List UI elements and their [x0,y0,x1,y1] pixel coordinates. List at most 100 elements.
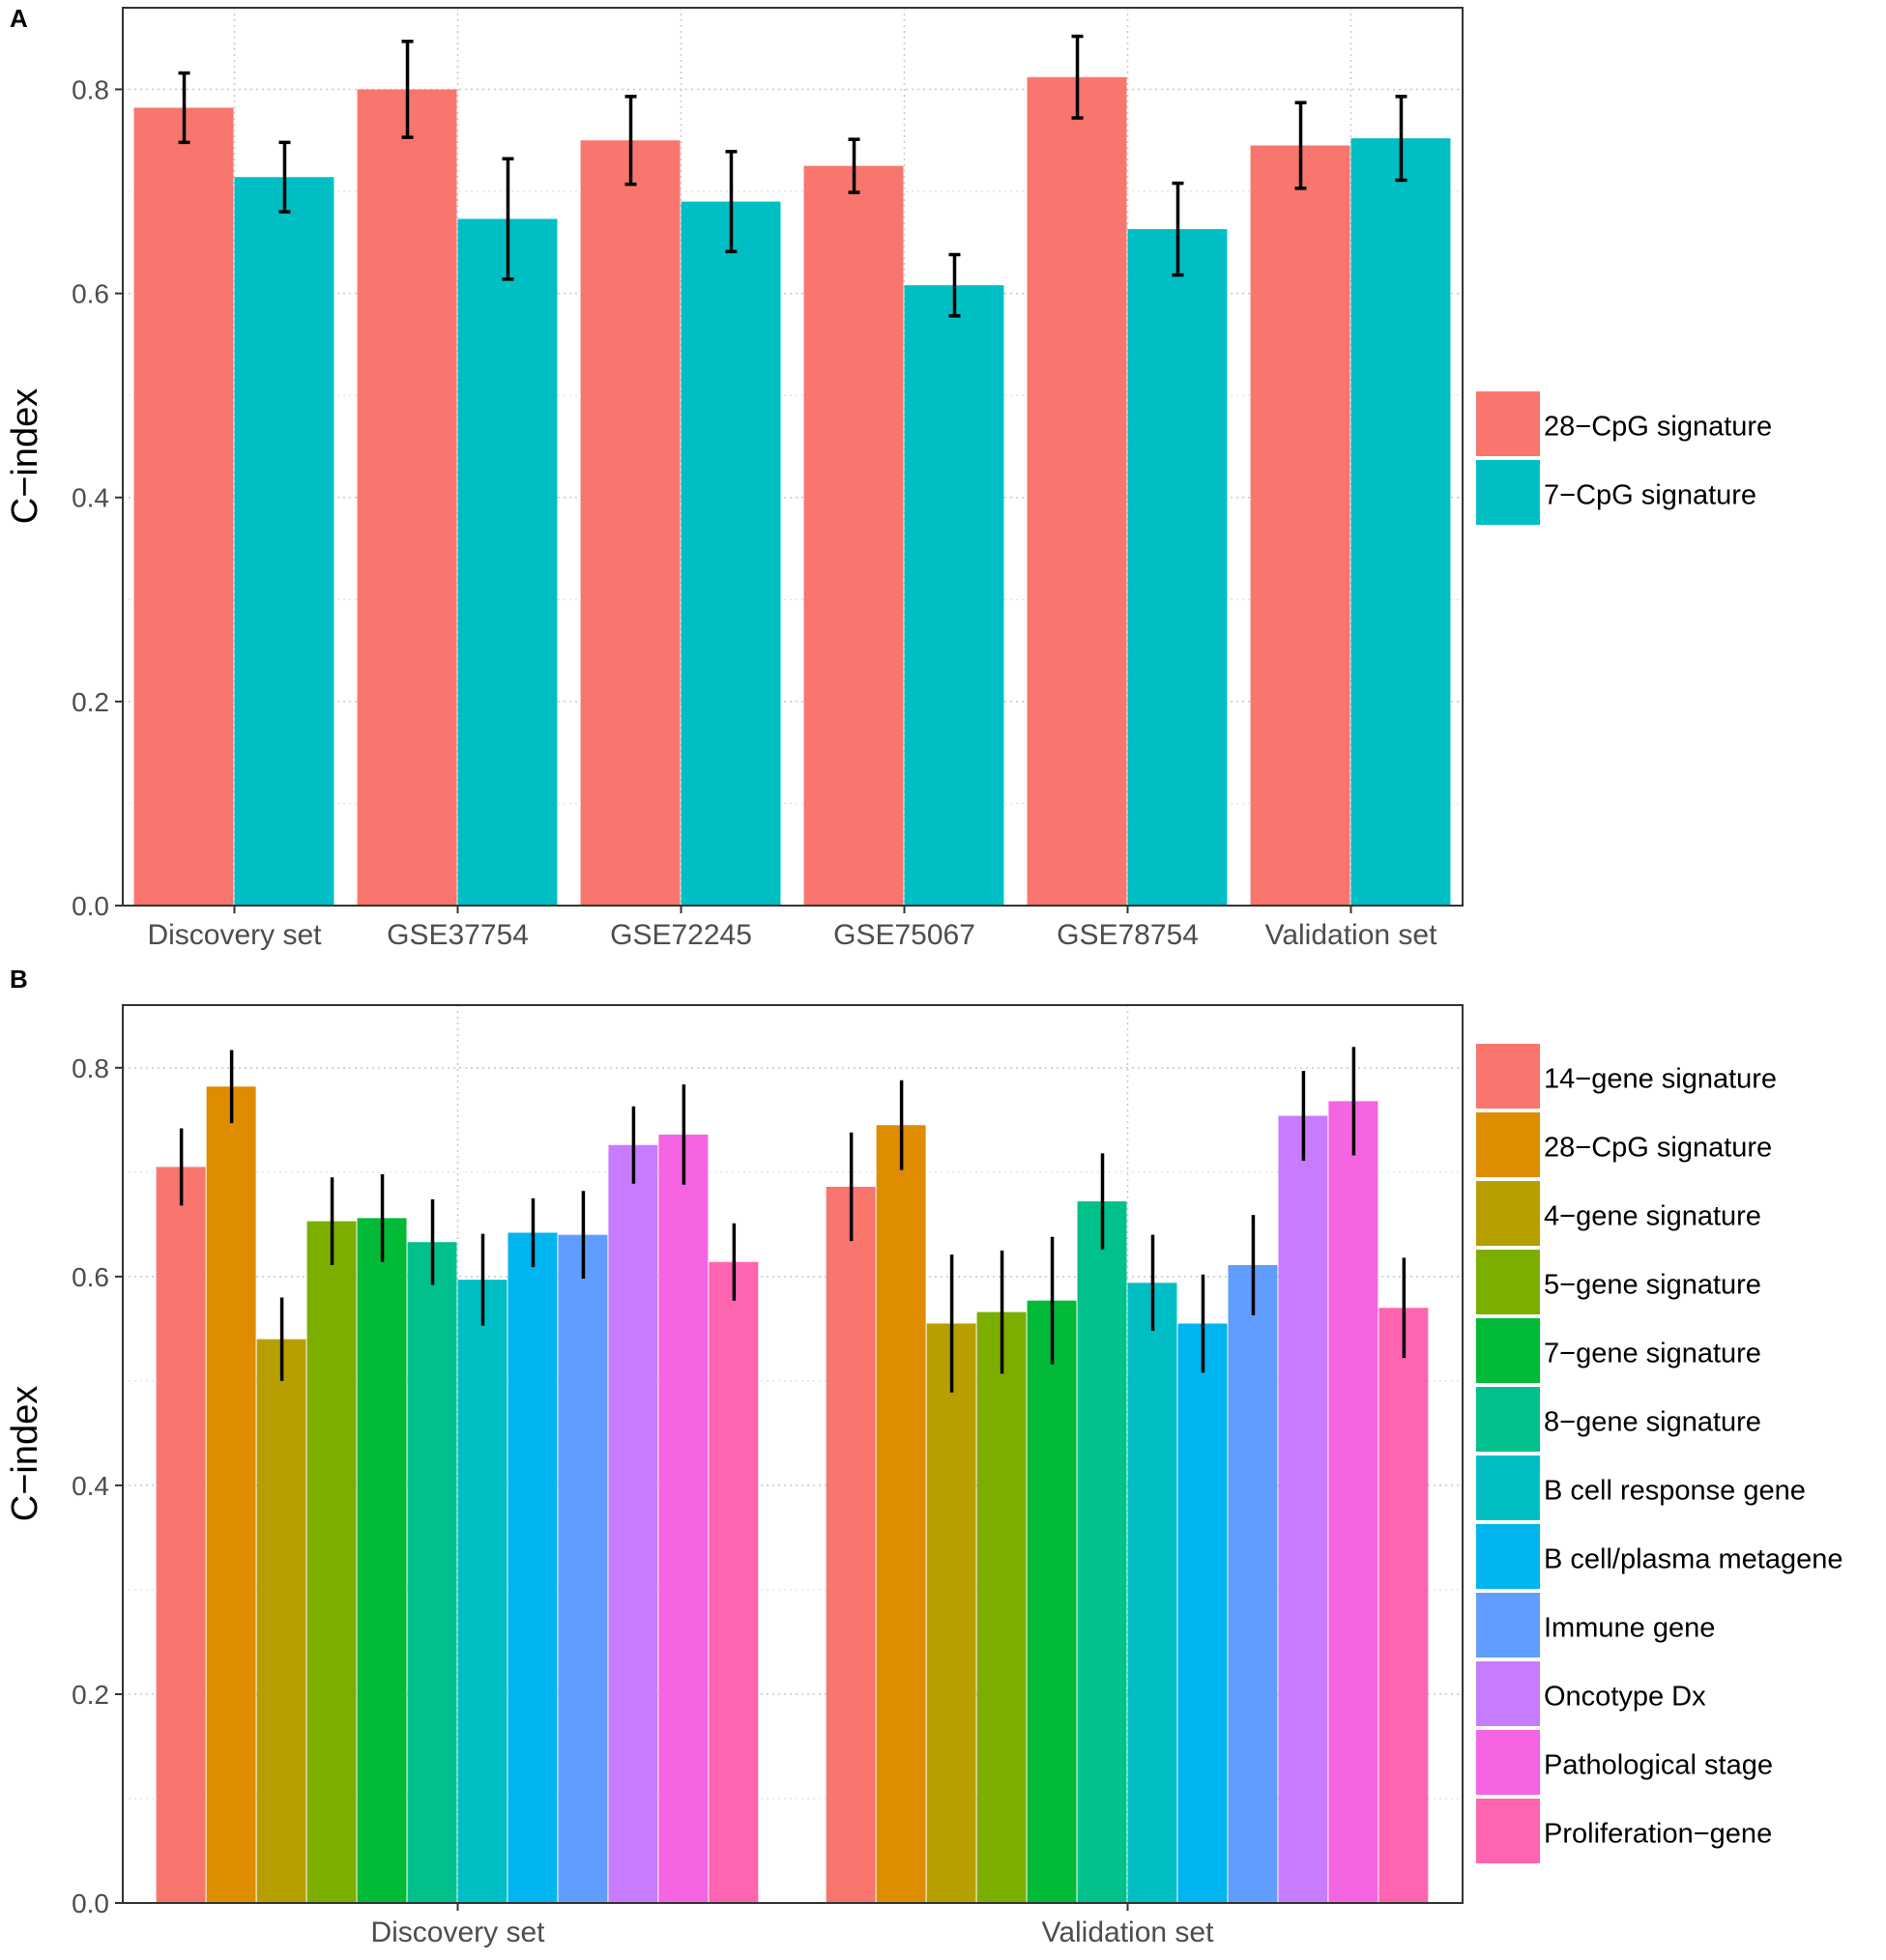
bar-proliferation-gene-discovery-set [709,1261,759,1903]
a-x-tick-label-gse78754: GSE78754 [1057,919,1199,951]
legend-label-8-gene-signature: 8−gene signature [1544,1407,1761,1438]
b-x-tick-label-validation-set: Validation set [1042,1917,1215,1948]
panel-b-legend: 14−gene signature 28−CpG signature 4−gene … [1476,1044,1843,1863]
bar-4-gene-signature-validation-set [926,1323,976,1903]
bar-14-gene-signature-validation-set [826,1186,876,1903]
bar-8-gene-signature-discovery-set [407,1242,457,1903]
error-bar-28-cpg-signature-validation-set [1294,101,1307,190]
legend-key-7-cpg-signature [1476,460,1540,525]
panel-b-bars [156,1086,1429,1903]
b-y-tick-label: 0.0 [72,1888,109,1918]
bar-7-cpg-signature-gse37754 [457,218,558,907]
bar-28-cpg-signature-discovery-set [206,1086,256,1903]
panel-b-y-axis: 0.0 0.2 0.4 0.6 0.8 [72,1053,123,1918]
bar-7-cpg-signature-gse72245 [681,201,781,907]
a-x-tick-label-validation-set: Validation set [1265,919,1438,951]
bar-28-cpg-signature-validation-set [876,1125,926,1903]
legend-label-pathological-stage: Pathological stage [1544,1750,1773,1781]
legend-key-immune-gene [1476,1593,1540,1657]
panel-a-plot-background [123,8,1463,906]
panel-a: A 0.0 0.2 0.4 0.6 0.8 Discovery set GSE37754 G… [5,4,1772,951]
bar-5-gene-signature-discovery-set [306,1221,357,1903]
bar-4-gene-signature-discovery-set [256,1339,306,1903]
bar-28-cpg-signature-discovery-set [133,107,234,907]
bar-b-cell-plasma-metagene-discovery-set [508,1232,558,1903]
a-y-tick-label: 0.0 [72,891,109,921]
panel-b-label: B [10,965,28,994]
a-y-tick-label: 0.4 [72,483,109,513]
error-bar-7-cpg-signature-gse75067 [948,252,961,318]
panel-a-bars [133,76,1451,907]
legend-key-oncotype-dx [1476,1661,1540,1726]
bar-pathological-stage-validation-set [1328,1101,1378,1903]
legend-key-14-gene-signature [1476,1044,1540,1109]
legend-label-5-gene-signature: 5−gene signature [1544,1270,1761,1301]
error-bar-7-cpg-signature-discovery-set [278,140,291,214]
bar-b-cell-response-gene-discovery-set [457,1280,508,1903]
bar-pathological-stage-discovery-set [658,1134,709,1903]
error-bar-7-cpg-signature-validation-set [1395,95,1407,183]
bar-28-cpg-signature-gse37754 [357,89,457,907]
legend-label-28-cpg-signature: 28−CpG signature [1544,1133,1772,1164]
panel-a-y-axis: 0.0 0.2 0.4 0.6 0.8 [72,74,123,921]
a-x-tick-label-gse72245: GSE72245 [610,919,752,951]
bar-immune-gene-validation-set [1228,1264,1278,1903]
b-y-tick-label: 0.8 [72,1053,109,1083]
bar-7-gene-signature-discovery-set [357,1218,407,1903]
bar-b-cell-plasma-metagene-validation-set [1177,1323,1228,1903]
panel-a-x-axis: Discovery set GSE37754 GSE72245 GSE75067 GSE… [147,906,1437,951]
bar-5-gene-signature-validation-set [976,1311,1027,1903]
a-x-tick-label-gse75067: GSE75067 [833,919,975,951]
panel-b-x-axis: Discovery set Validation set [370,1903,1214,1948]
legend-label-b-cell-plasma-metagene: B cell/plasma metagene [1544,1544,1843,1575]
panel-a-plot-border [122,7,1464,907]
legend-key-4-gene-signature [1476,1181,1540,1246]
legend-key-8-gene-signature [1476,1387,1540,1452]
error-bar-7-cpg-signature-gse78754 [1172,181,1184,277]
panel-b: B 0.0 0.2 0.4 0.6 0.8 Discovery set Validatio… [5,965,1843,1948]
legend-label-oncotype-dx: Oncotype Dx [1544,1682,1706,1713]
error-bar-28-cpg-signature-gse78754 [1071,34,1084,120]
legend-label-28-cpg-signature: 28−CpG signature [1544,412,1772,443]
bar-7-gene-signature-validation-set [1027,1300,1077,1903]
legend-key-7-gene-signature [1476,1318,1540,1383]
bar-7-cpg-signature-gse75067 [904,285,1004,906]
legend-label-7-gene-signature: 7−gene signature [1544,1339,1761,1369]
bar-proliferation-gene-validation-set [1378,1308,1429,1903]
bar-28-cpg-signature-gse75067 [803,165,904,906]
error-bar-28-cpg-signature-discovery-set [178,71,190,145]
bar-immune-gene-discovery-set [558,1234,608,1903]
legend-label-4-gene-signature: 4−gene signature [1544,1201,1761,1232]
bar-oncotype-dx-validation-set [1278,1115,1328,1903]
legend-key-pathological-stage [1476,1730,1540,1795]
panel-a-label: A [10,4,28,33]
legend-key-proliferation-gene [1476,1799,1540,1863]
a-x-tick-label-gse37754: GSE37754 [387,919,529,951]
bar-7-cpg-signature-gse78754 [1127,229,1228,907]
legend-key-28-cpg-signature [1476,391,1540,456]
a-x-tick-label-discovery-set: Discovery set [147,919,322,951]
error-bar-7-cpg-signature-gse37754 [502,157,514,281]
bar-oncotype-dx-discovery-set [608,1144,658,1903]
a-y-tick-label: 0.2 [72,687,109,717]
b-x-tick-label-discovery-set: Discovery set [370,1917,545,1948]
legend-key-5-gene-signature [1476,1250,1540,1314]
b-y-tick-label: 0.2 [72,1680,109,1710]
legend-key-28-cpg-signature [1476,1112,1540,1177]
bar-28-cpg-signature-gse72245 [580,140,681,906]
error-bar-28-cpg-signature-gse37754 [401,40,414,139]
error-bar-28-cpg-signature-gse75067 [848,137,860,194]
legend-label-14-gene-signature: 14−gene signature [1544,1064,1777,1095]
legend-key-b-cell-response-gene [1476,1456,1540,1520]
b-y-tick-label: 0.6 [72,1262,109,1292]
panel-b-y-axis-title: C−index [5,1386,45,1521]
error-bar-7-cpg-signature-gse72245 [725,150,738,254]
legend-label-b-cell-response-gene: B cell response gene [1544,1476,1806,1507]
error-bar-28-cpg-signature-gse72245 [624,95,637,187]
panel-a-error-bars [178,34,1407,318]
panel-a-y-axis-title: C−index [5,389,45,524]
panel-a-legend: 28−CpG signature 7−CpG signature [1476,391,1772,525]
bar-7-cpg-signature-validation-set [1350,138,1451,907]
a-y-tick-label: 0.8 [72,74,109,104]
